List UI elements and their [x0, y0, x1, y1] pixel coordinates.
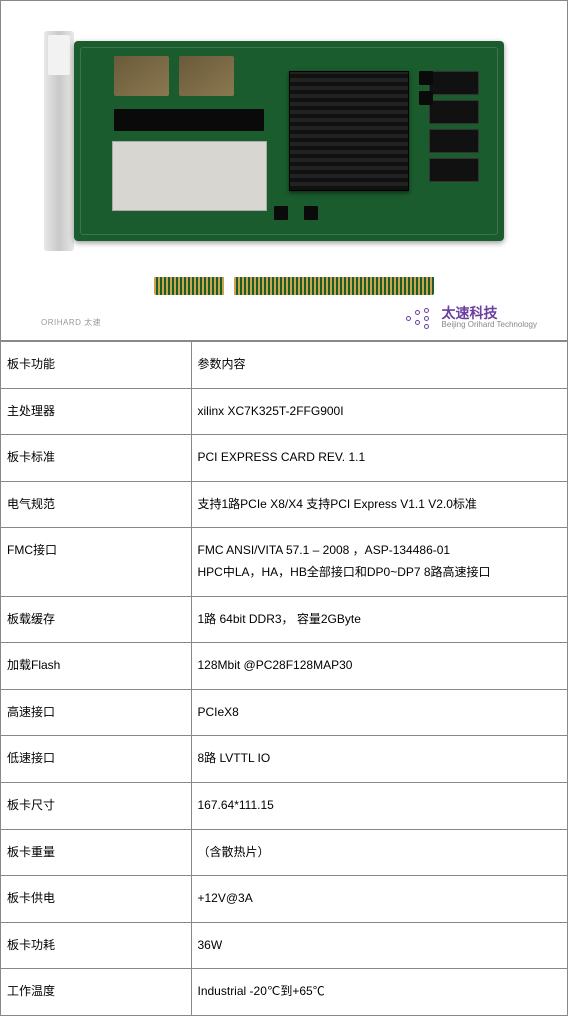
table-row: 板卡供电+12V@3A — [1, 876, 567, 923]
pci-bracket — [44, 31, 74, 251]
row-label: 加载Flash — [1, 643, 191, 690]
brand-name-cn: 太速科技 — [442, 306, 537, 321]
row-label: 低速接口 — [1, 736, 191, 783]
copper-chip-2 — [179, 56, 234, 96]
table-header-row: 板卡功能 参数内容 — [1, 342, 567, 389]
row-value: 167.64*111.15 — [191, 782, 567, 829]
logo-dots-icon — [406, 308, 434, 328]
header-label: 板卡功能 — [1, 342, 191, 389]
row-value: 支持1路PCIe X8/X4 支持PCI Express V1.1 V2.0标准 — [191, 481, 567, 528]
copper-chip-1 — [114, 56, 169, 96]
row-label: 高速接口 — [1, 689, 191, 736]
product-image-cell: ORIHARD 太速 太速科技 Beijing Orihard Technolo… — [1, 1, 567, 341]
row-label: 板卡功耗 — [1, 922, 191, 969]
memory-chip — [429, 100, 479, 124]
row-value: Industrial -20℃到+65℃ — [191, 969, 567, 1015]
logo-text: 太速科技 Beijing Orihard Technology — [442, 306, 537, 330]
fmc-slot — [114, 109, 264, 131]
spec-sheet: ORIHARD 太速 太速科技 Beijing Orihard Technolo… — [0, 0, 568, 1016]
shield-box — [112, 141, 267, 211]
table-row: 板卡重量（含散热片） — [1, 829, 567, 876]
table-row: 板卡功耗36W — [1, 922, 567, 969]
row-label: 板卡标准 — [1, 435, 191, 482]
pcie-edge-connector — [154, 277, 434, 295]
row-value: 128Mbit @PC28F128MAP30 — [191, 643, 567, 690]
row-value: xilinx XC7K325T-2FFG900I — [191, 388, 567, 435]
row-label: 主处理器 — [1, 388, 191, 435]
row-label: 板卡重量 — [1, 829, 191, 876]
table-row: 电气规范支持1路PCIe X8/X4 支持PCI Express V1.1 V2… — [1, 481, 567, 528]
small-ic — [419, 71, 433, 85]
memory-chip — [429, 129, 479, 153]
table-row: 工作温度Industrial -20℃到+65℃ — [1, 969, 567, 1015]
row-value: 1路 64bit DDR3， 容量2GByte — [191, 596, 567, 643]
row-value: 36W — [191, 922, 567, 969]
row-label: 板卡尺寸 — [1, 782, 191, 829]
spec-table: 板卡功能 参数内容 主处理器xilinx XC7K325T-2FFG900I 板… — [1, 341, 567, 1015]
table-row: 低速接口8路 LVTTL IO — [1, 736, 567, 783]
brand-logo: 太速科技 Beijing Orihard Technology — [406, 306, 537, 330]
small-ic — [419, 91, 433, 105]
row-label: 工作温度 — [1, 969, 191, 1015]
row-value: 8路 LVTTL IO — [191, 736, 567, 783]
memory-chip — [429, 158, 479, 182]
pcb-illustration — [44, 21, 524, 281]
table-row: 高速接口PCIeX8 — [1, 689, 567, 736]
heatsink — [289, 71, 409, 191]
small-ic — [304, 206, 318, 220]
table-row: 加载Flash128Mbit @PC28F128MAP30 — [1, 643, 567, 690]
table-row: 板卡尺寸167.64*111.15 — [1, 782, 567, 829]
table-row: 主处理器xilinx XC7K325T-2FFG900I — [1, 388, 567, 435]
table-row: 板载缓存1路 64bit DDR3， 容量2GByte — [1, 596, 567, 643]
row-label: FMC接口 — [1, 528, 191, 596]
row-label: 电气规范 — [1, 481, 191, 528]
pcb-board — [74, 41, 504, 241]
edge-notch — [224, 277, 234, 295]
brand-name-en: Beijing Orihard Technology — [442, 321, 537, 330]
orihard-watermark: ORIHARD 太速 — [41, 317, 101, 328]
row-label: 板载缓存 — [1, 596, 191, 643]
table-row: FMC接口FMC ANSI/VITA 57.1 – 2008 ，ASP-1344… — [1, 528, 567, 596]
row-value: （含散热片） — [191, 829, 567, 876]
table-row: 板卡标准PCI EXPRESS CARD REV. 1.1 — [1, 435, 567, 482]
row-label: 板卡供电 — [1, 876, 191, 923]
memory-column — [429, 66, 489, 187]
row-value: +12V@3A — [191, 876, 567, 923]
header-value: 参数内容 — [191, 342, 567, 389]
small-ic — [274, 206, 288, 220]
row-value: PCI EXPRESS CARD REV. 1.1 — [191, 435, 567, 482]
row-value: PCIeX8 — [191, 689, 567, 736]
memory-chip — [429, 71, 479, 95]
row-value: FMC ANSI/VITA 57.1 – 2008 ，ASP-134486-01… — [191, 528, 567, 596]
